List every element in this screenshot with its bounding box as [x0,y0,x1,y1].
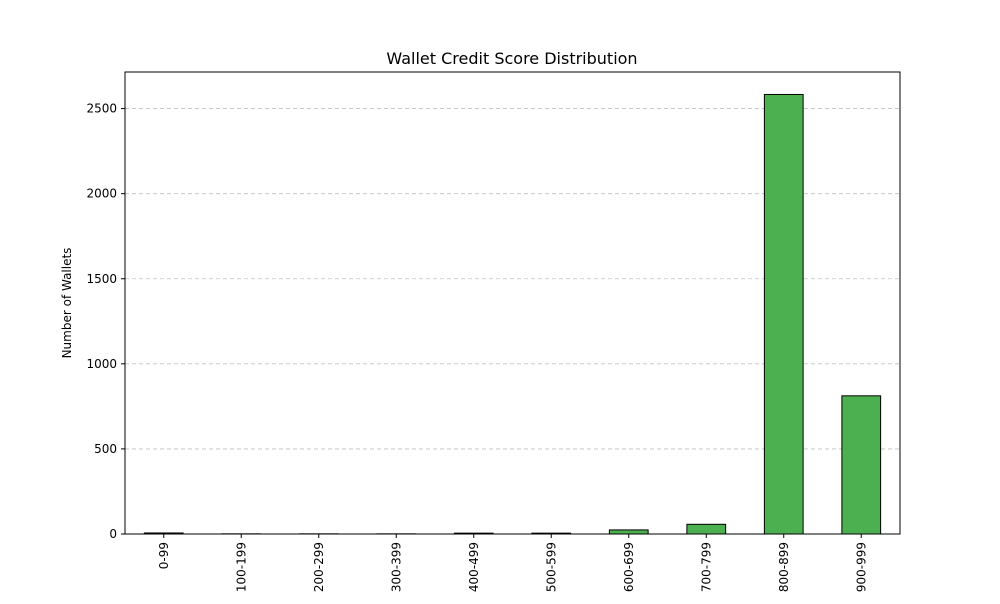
bar-900-999 [842,396,881,534]
bar-700-799 [687,524,726,534]
x-tick-label: 700-799 [699,542,713,592]
y-tick-label: 1000 [86,357,117,371]
x-tick-label: 900-999 [854,542,868,592]
y-axis-label: Number of Wallets [60,248,74,359]
x-tick-label: 300-399 [389,542,403,592]
y-tick-label: 0 [109,527,117,541]
bars [144,94,880,534]
x-tick-label: 400-499 [467,542,481,592]
x-tick-label: 800-899 [777,542,791,592]
bar-800-899 [764,94,803,534]
x-tick-label: 0-99 [157,542,171,569]
chart-title: Wallet Credit Score Distribution [386,49,637,68]
x-tick-label: 600-699 [622,542,636,592]
y-tick-label: 1500 [86,272,117,286]
x-tick-label: 100-199 [234,542,248,592]
y-tick-label: 2500 [86,102,117,116]
x-tick-label: 200-299 [312,542,326,592]
x-axis-ticks: 0-99 100-199 200-299 300-399 400-499 500-599 6… [157,534,869,592]
bar-600-699 [609,530,648,534]
x-tick-label: 500-599 [544,542,558,592]
y-tick-label: 500 [94,442,117,456]
y-tick-label: 2000 [86,187,117,201]
y-axis-ticks: 0 500 1000 1500 2000 2500 [86,102,125,541]
